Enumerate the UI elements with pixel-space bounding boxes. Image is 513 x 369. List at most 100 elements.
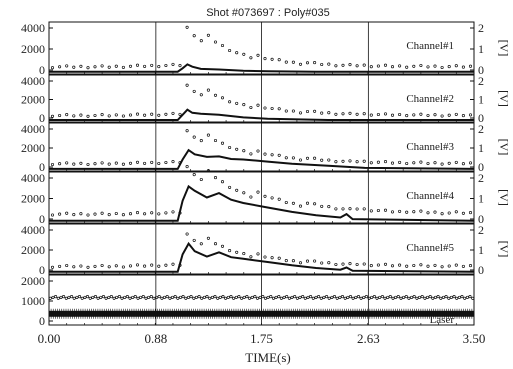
data-point (135, 63, 140, 67)
data-point (426, 211, 430, 215)
data-point (107, 213, 111, 217)
data-point (228, 185, 232, 189)
data-point (412, 161, 416, 165)
data-point (50, 265, 55, 269)
data-point (405, 65, 409, 69)
left-tick-label: 2000 (21, 93, 45, 107)
data-point (334, 160, 338, 164)
data-point (376, 208, 380, 213)
data-point (423, 296, 427, 300)
left-tick-label: 2000 (21, 42, 45, 56)
data-point (444, 295, 448, 299)
data-point (171, 262, 175, 266)
data-point (471, 296, 475, 300)
data-point (341, 112, 345, 116)
right-tick-label: 2 (478, 74, 484, 88)
data-point (121, 265, 125, 269)
data-point (114, 161, 118, 165)
data-point (128, 161, 133, 165)
data-point (242, 149, 246, 153)
data-point (176, 296, 180, 300)
data-point (405, 264, 409, 268)
data-point (369, 209, 373, 213)
data-point (206, 88, 210, 92)
data-point (150, 112, 154, 116)
data-point (220, 180, 225, 184)
data-point (228, 145, 232, 150)
right-tick-label: 2 (478, 223, 484, 237)
data-point (390, 65, 395, 69)
data-point (419, 112, 423, 116)
data-point (390, 113, 395, 117)
data-point (256, 149, 260, 153)
data-point (164, 63, 168, 68)
data-point (314, 295, 318, 299)
data-point (72, 114, 76, 118)
data-point (185, 83, 189, 87)
data-point (320, 261, 324, 265)
left-tick-label: 0 (39, 314, 45, 328)
data-point (128, 212, 133, 216)
data-point (334, 112, 338, 116)
data-point (369, 113, 373, 117)
data-point (440, 265, 444, 269)
data-point (199, 177, 203, 182)
data-point (147, 295, 151, 299)
data-point (263, 57, 267, 61)
data-point (468, 264, 473, 268)
data-point (72, 213, 76, 217)
data-point (277, 107, 281, 111)
data-point (263, 106, 267, 110)
data-point (80, 296, 84, 300)
data-point (93, 295, 98, 299)
data-point (398, 209, 402, 213)
data-point (224, 296, 228, 300)
data-point (150, 160, 154, 164)
data-point (419, 160, 423, 164)
data-point (355, 112, 359, 116)
data-point (327, 158, 331, 162)
data-point (419, 209, 423, 213)
data-point (115, 295, 119, 299)
data-point (72, 65, 76, 69)
data-point (369, 65, 373, 69)
data-point (340, 295, 345, 299)
data-point (291, 60, 295, 64)
data-point (436, 295, 440, 299)
data-point (213, 295, 217, 299)
data-point (305, 201, 310, 205)
data-point (141, 295, 145, 299)
data-point (114, 211, 118, 216)
data-point (186, 295, 191, 299)
data-point (348, 159, 352, 163)
right-unit-label: [V] (497, 40, 511, 57)
data-point (100, 263, 104, 268)
data-point (107, 65, 111, 69)
data-point (50, 114, 55, 118)
data-point (461, 264, 465, 268)
data-point (447, 65, 451, 69)
data-point (220, 96, 225, 100)
data-point (298, 158, 303, 162)
data-point (455, 296, 459, 300)
data-point (194, 295, 198, 299)
data-point (65, 161, 69, 165)
data-point (58, 113, 62, 118)
data-point (160, 296, 164, 300)
left-tick-label: 0 (39, 111, 45, 125)
data-point (277, 58, 281, 62)
data-point (279, 296, 283, 300)
data-point (298, 295, 302, 299)
right-tick-label: 2 (478, 122, 484, 136)
data-point (242, 52, 246, 56)
data-point (93, 212, 97, 216)
data-point (131, 295, 135, 299)
data-point (189, 295, 193, 299)
data-point (301, 295, 305, 299)
data-point (334, 262, 338, 267)
data-point (249, 152, 253, 156)
data-point (261, 295, 265, 299)
data-point (107, 295, 111, 299)
data-point (213, 242, 218, 246)
data-point (461, 114, 465, 118)
